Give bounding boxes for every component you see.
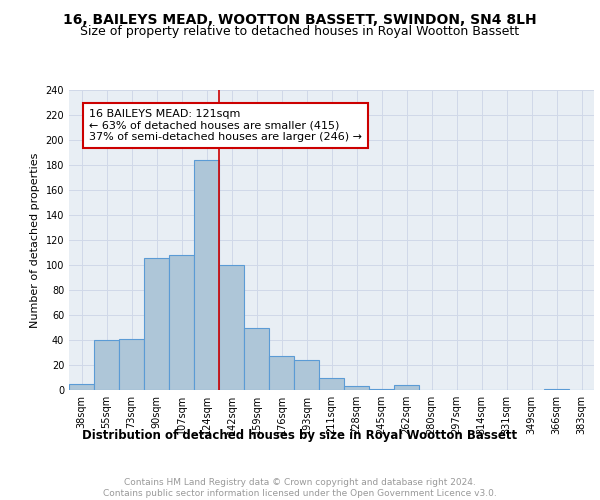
Text: Contains HM Land Registry data © Crown copyright and database right 2024.
Contai: Contains HM Land Registry data © Crown c…	[103, 478, 497, 498]
Bar	[144, 258, 169, 390]
Bar	[94, 340, 119, 390]
Bar	[244, 328, 269, 390]
Bar	[194, 160, 219, 390]
Bar	[119, 339, 144, 390]
Text: Size of property relative to detached houses in Royal Wootton Bassett: Size of property relative to detached ho…	[80, 25, 520, 38]
Text: 16 BAILEYS MEAD: 121sqm
← 63% of detached houses are smaller (415)
37% of semi-d: 16 BAILEYS MEAD: 121sqm ← 63% of detache…	[89, 109, 362, 142]
Bar	[369, 389, 394, 390]
Bar	[394, 385, 419, 390]
Bar	[69, 384, 94, 390]
Bar	[544, 389, 569, 390]
Bar	[219, 265, 244, 390]
Text: Distribution of detached houses by size in Royal Wootton Bassett: Distribution of detached houses by size …	[82, 430, 518, 442]
Bar	[344, 386, 369, 390]
Bar	[169, 255, 194, 390]
Bar	[269, 356, 294, 390]
Bar	[294, 360, 319, 390]
Text: 16, BAILEYS MEAD, WOOTTON BASSETT, SWINDON, SN4 8LH: 16, BAILEYS MEAD, WOOTTON BASSETT, SWIND…	[63, 12, 537, 26]
Y-axis label: Number of detached properties: Number of detached properties	[30, 152, 40, 328]
Bar	[319, 378, 344, 390]
